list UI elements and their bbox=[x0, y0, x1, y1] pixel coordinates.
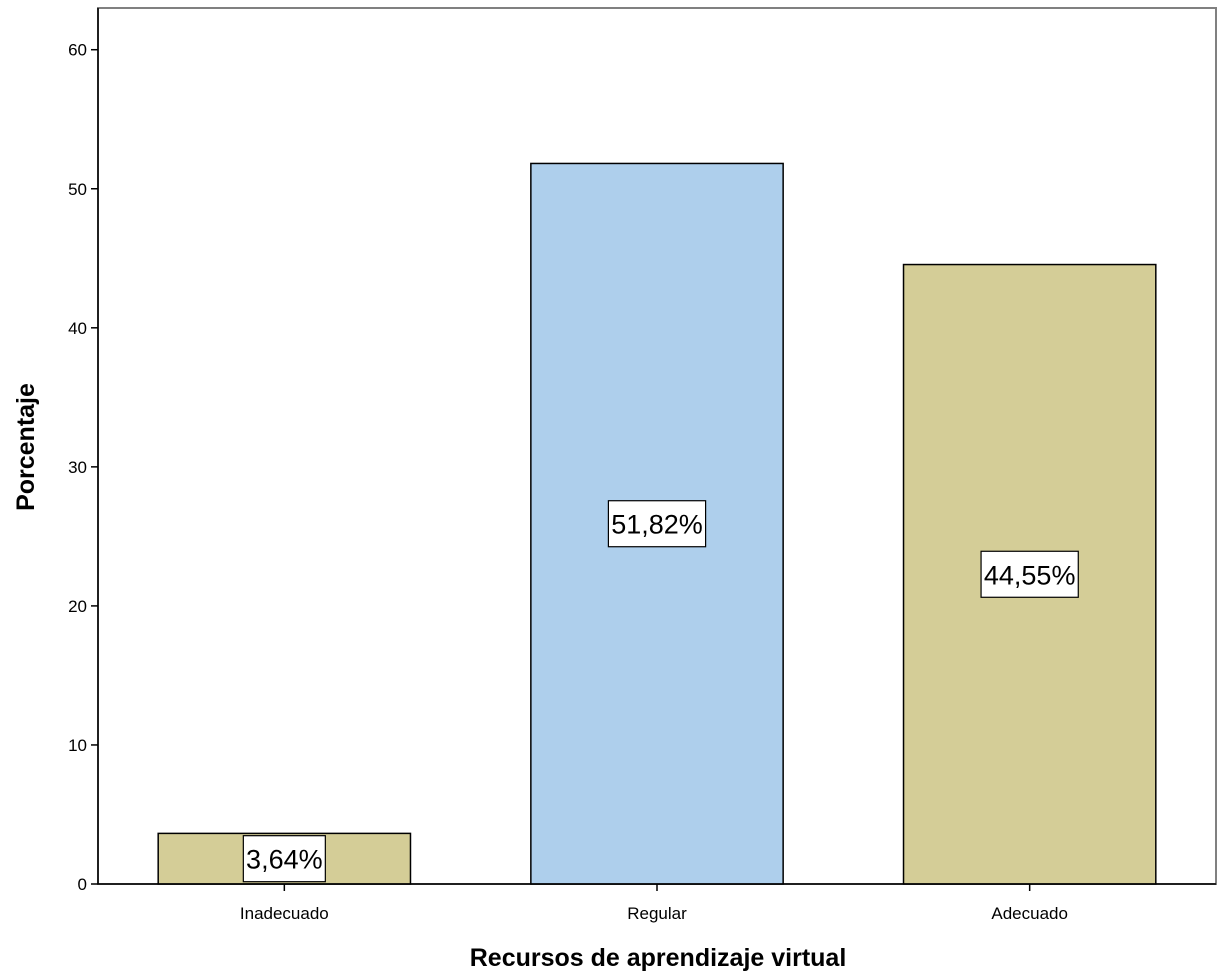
y-tick-label: 10 bbox=[68, 736, 87, 755]
x-axis-title: Recursos de aprendizaje virtual bbox=[470, 944, 847, 972]
y-tick-label: 40 bbox=[68, 319, 87, 338]
y-tick-label: 30 bbox=[68, 458, 87, 477]
data-label: 44,55% bbox=[980, 550, 1079, 598]
x-tick-label: Regular bbox=[627, 904, 687, 923]
y-axis: 0 10 20 30 40 50 60 bbox=[68, 8, 99, 894]
y-axis-title: Porcentaje bbox=[12, 383, 40, 511]
x-tick-label: Inadecuado bbox=[240, 904, 329, 923]
data-label-box bbox=[242, 835, 326, 883]
data-label: 51,82% bbox=[607, 500, 707, 548]
data-label-box bbox=[980, 550, 1079, 598]
y-tick-label: 20 bbox=[68, 597, 87, 616]
y-tick-label: 50 bbox=[68, 180, 87, 199]
bars: 3,64% 51,82% 44,55% bbox=[157, 162, 1157, 885]
data-label-text: 3,64% bbox=[246, 845, 323, 875]
data-label-text: 51,82% bbox=[611, 510, 703, 540]
x-axis: Inadecuado Regular Adecuado bbox=[98, 883, 1216, 923]
data-label-text: 44,55% bbox=[984, 560, 1076, 590]
x-tick-label: Adecuado bbox=[991, 904, 1068, 923]
y-tick-label: 0 bbox=[78, 875, 87, 894]
data-label: 3,64% bbox=[242, 835, 326, 883]
y-tick-label: 60 bbox=[68, 41, 87, 60]
data-label-box bbox=[607, 500, 707, 548]
